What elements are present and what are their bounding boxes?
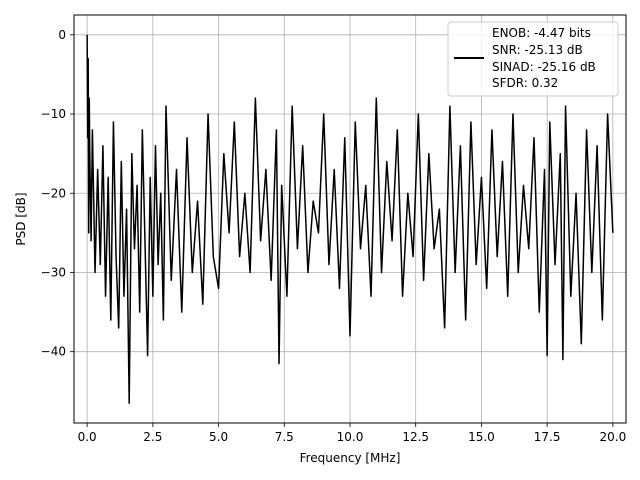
y-tick-label: 0	[58, 28, 66, 42]
x-tick-label: 12.5	[402, 430, 429, 444]
x-tick-label: 0.0	[78, 430, 97, 444]
x-tick-label: 7.5	[275, 430, 294, 444]
y-tick-label: −30	[41, 265, 66, 279]
psd-series-line	[86, 34, 614, 404]
legend: ENOB: -4.47 bits SNR: -25.13 dB SINAD: -…	[447, 21, 619, 97]
y-tick-label: −20	[41, 186, 66, 200]
plot-series	[86, 34, 614, 404]
y-axis-label: PSD [dB]	[14, 192, 28, 245]
x-tick-label: 17.5	[534, 430, 561, 444]
legend-enob: ENOB: -4.47 bits	[492, 26, 591, 40]
x-tick-label: 10.0	[337, 430, 364, 444]
legend-sinad: SINAD: -25.16 dB	[492, 60, 596, 74]
y-tick-label: −10	[41, 107, 66, 121]
x-axis-label: Frequency [MHz]	[300, 451, 401, 465]
y-tick-label: −40	[41, 345, 66, 359]
legend-sfdr: SFDR: 0.32	[492, 76, 558, 90]
x-tick-label: 20.0	[599, 430, 626, 444]
x-tick-label: 2.5	[143, 430, 162, 444]
legend-snr: SNR: -25.13 dB	[492, 43, 583, 57]
x-axis-ticks: 0.0 2.5 5.0 7.5 10.0 12.5 15.0 17.5 20.0	[78, 423, 626, 444]
x-tick-label: 15.0	[468, 430, 495, 444]
x-tick-label: 5.0	[209, 430, 228, 444]
legend-box	[447, 21, 619, 97]
y-axis-ticks: 0 −10 −20 −30 −40	[41, 28, 74, 359]
